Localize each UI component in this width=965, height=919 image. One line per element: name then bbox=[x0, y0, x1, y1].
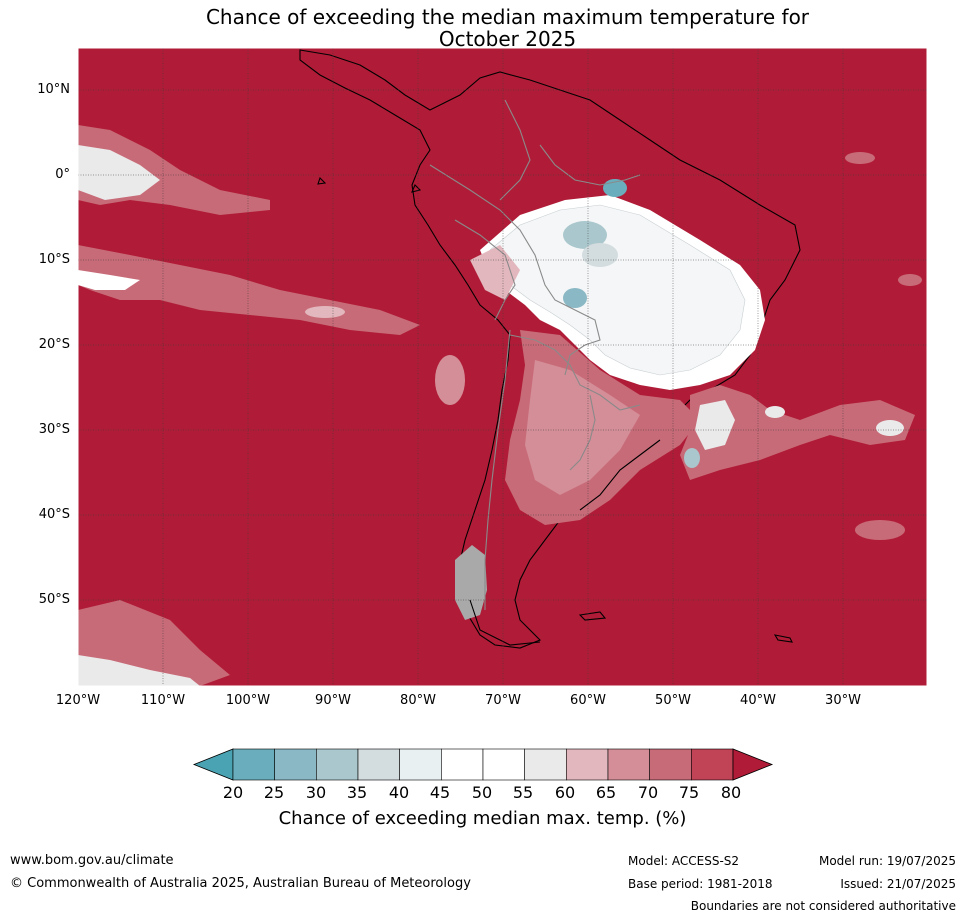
footer-copyright: © Commonwealth of Australia 2025, Austra… bbox=[10, 876, 471, 891]
lon-label-110w: 110°W bbox=[140, 693, 186, 708]
colorbar-tick-20: 20 bbox=[222, 783, 244, 802]
lon-label-70w: 70°W bbox=[485, 693, 521, 708]
colorbar-tick-55: 55 bbox=[512, 783, 534, 802]
lat-label-30s: 30°S bbox=[38, 422, 70, 437]
colorbar-tick-75: 75 bbox=[678, 783, 700, 802]
colorbar-tick-65: 65 bbox=[595, 783, 617, 802]
probability-fields bbox=[78, 125, 922, 686]
colorbar-tick-25: 25 bbox=[263, 783, 285, 802]
colorbar-cell bbox=[316, 748, 359, 781]
footer-model-run: Model run: 19/07/2025 bbox=[818, 854, 956, 868]
colorbar-tick-40: 40 bbox=[388, 783, 410, 802]
colorbar-tick-50: 50 bbox=[471, 783, 493, 802]
colorbar-cell bbox=[649, 748, 692, 781]
lat-label-40s: 40°S bbox=[38, 507, 70, 522]
colorbar-cell bbox=[566, 748, 609, 781]
colorbar-cell bbox=[482, 748, 525, 781]
footer-disclaimer: Boundaries are not considered authoritat… bbox=[690, 899, 956, 913]
colorbar-cell bbox=[607, 748, 650, 781]
lon-label-60w: 60°W bbox=[570, 693, 606, 708]
colorbar-tick-45: 45 bbox=[429, 783, 451, 802]
lat-label-50s: 50°S bbox=[38, 592, 70, 607]
lon-label-40w: 40°W bbox=[740, 693, 776, 708]
colorbar-tick-30: 30 bbox=[305, 783, 327, 802]
lon-label-50w: 50°W bbox=[655, 693, 691, 708]
colorbar-tick-70: 70 bbox=[637, 783, 659, 802]
colorbar-tick-80: 80 bbox=[720, 783, 742, 802]
footer-base-period: Base period: 1981-2018 bbox=[628, 877, 773, 891]
map-frame bbox=[77, 47, 928, 687]
colorbar-tick-60: 60 bbox=[554, 783, 576, 802]
colorbar-cells bbox=[192, 748, 774, 781]
lon-label-90w: 90°W bbox=[315, 693, 351, 708]
country-borders bbox=[429, 99, 641, 610]
colorbar-cell bbox=[274, 748, 317, 781]
colorbar-cell bbox=[441, 748, 484, 781]
lon-label-30w: 30°W bbox=[825, 693, 861, 708]
lat-label-0: 0° bbox=[55, 167, 70, 182]
colorbar-cell bbox=[357, 748, 400, 781]
map-title-line2: October 2025 bbox=[438, 27, 577, 51]
colorbar-cell bbox=[399, 748, 442, 781]
lat-label-20s: 20°S bbox=[38, 337, 70, 352]
lat-label-10n: 10°N bbox=[37, 82, 70, 97]
graticule bbox=[77, 48, 927, 686]
lon-label-100w: 100°W bbox=[225, 693, 271, 708]
colorbar-label: Chance of exceeding median max. temp. (%… bbox=[278, 808, 687, 829]
colorbar-extend-low bbox=[192, 748, 234, 781]
colorbar-cell bbox=[691, 748, 734, 781]
footer-website[interactable]: www.bom.gov.au/climate bbox=[10, 853, 174, 868]
colorbar-extend-high bbox=[732, 748, 774, 781]
lon-label-80w: 80°W bbox=[400, 693, 436, 708]
colorbar-cell bbox=[232, 748, 275, 781]
coastline bbox=[317, 176, 793, 646]
footer-issued: Issued: 21/07/2025 bbox=[840, 877, 956, 891]
footer-model: Model: ACCESS-S2 bbox=[628, 854, 740, 868]
lon-label-120w: 120°W bbox=[55, 693, 101, 708]
map-title-line1: Chance of exceeding the median maximum t… bbox=[205, 5, 810, 29]
lat-label-10s: 10°S bbox=[38, 252, 70, 267]
colorbar-tick-35: 35 bbox=[346, 783, 368, 802]
colorbar-cell bbox=[524, 748, 567, 781]
